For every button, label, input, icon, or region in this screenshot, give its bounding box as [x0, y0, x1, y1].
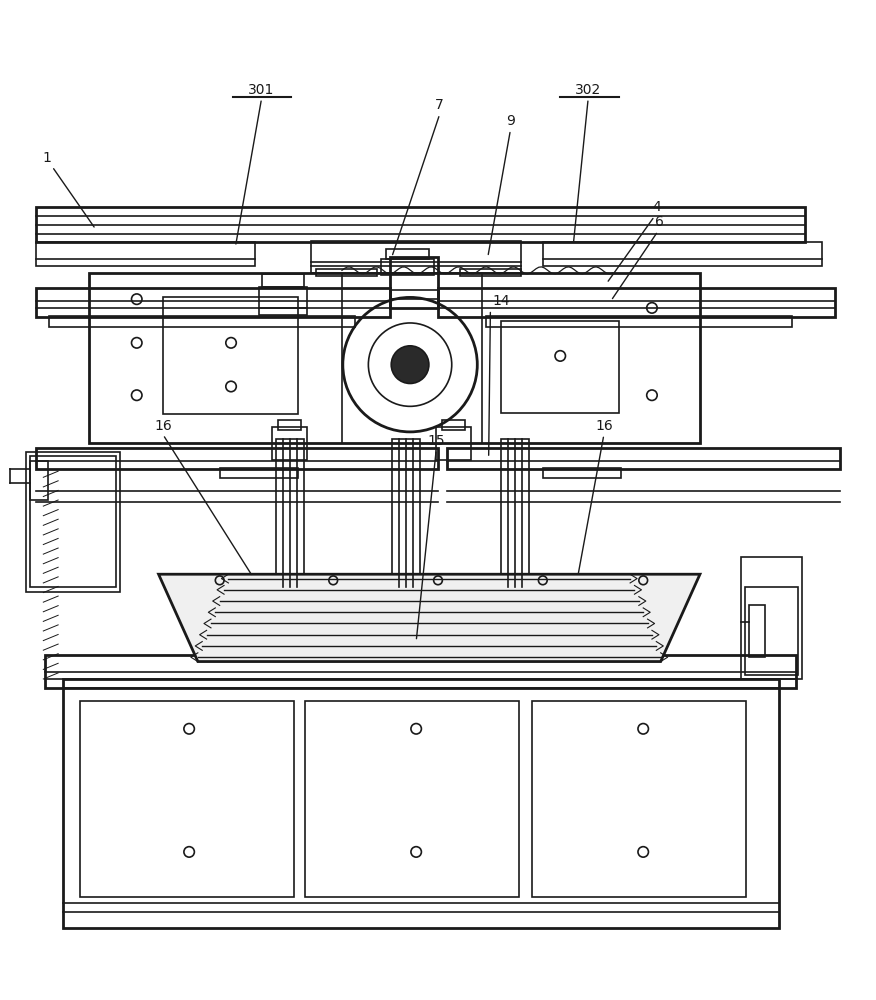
Bar [305, 701, 519, 897]
Bar [45, 655, 796, 688]
Text: 301: 301 [249, 83, 275, 97]
Bar [749, 605, 765, 657]
Bar [501, 321, 618, 413]
Text: 9: 9 [506, 114, 515, 128]
Bar [30, 456, 116, 587]
Text: 14: 14 [492, 294, 510, 308]
Text: 15: 15 [427, 434, 445, 448]
Text: 16: 16 [154, 419, 172, 433]
Bar [501, 439, 529, 587]
Bar [543, 242, 823, 266]
Bar [315, 269, 377, 276]
Bar [460, 269, 521, 276]
Bar [741, 557, 802, 679]
Bar [385, 249, 429, 259]
Bar [392, 439, 420, 587]
Bar [381, 259, 434, 275]
Bar [36, 207, 805, 242]
Bar [36, 448, 438, 469]
Bar [36, 288, 390, 317]
Bar [272, 427, 307, 460]
Bar [88, 273, 700, 443]
Bar [62, 679, 779, 928]
Circle shape [392, 346, 429, 383]
Bar [259, 287, 307, 315]
Bar [25, 452, 120, 592]
Text: 1: 1 [42, 151, 51, 165]
Bar [49, 316, 355, 327]
Polygon shape [159, 574, 700, 662]
Bar [80, 701, 294, 897]
Text: 7: 7 [435, 98, 444, 112]
Bar [533, 701, 746, 897]
Bar [277, 439, 304, 587]
Bar [220, 468, 299, 478]
Bar [390, 257, 438, 308]
Bar [262, 274, 303, 287]
Bar [438, 288, 836, 317]
Bar [442, 420, 465, 430]
Bar [436, 427, 471, 460]
Text: 302: 302 [575, 83, 601, 97]
Bar [543, 468, 621, 478]
Bar [447, 448, 840, 469]
Bar [163, 297, 299, 414]
Text: 4: 4 [652, 200, 661, 214]
Bar [36, 242, 255, 266]
Bar [311, 241, 521, 273]
Bar [486, 316, 792, 327]
Bar [30, 461, 47, 500]
Text: 6: 6 [655, 215, 664, 229]
Text: 16: 16 [595, 419, 613, 433]
Bar [279, 420, 300, 430]
Bar [745, 587, 798, 675]
